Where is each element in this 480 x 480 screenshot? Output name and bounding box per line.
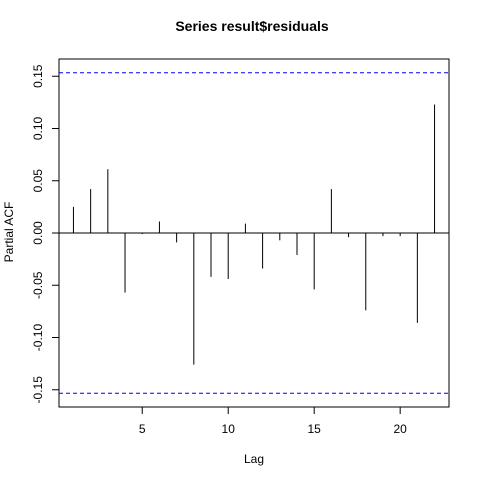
x-axis-label: Lag [244, 452, 264, 466]
x-tick-label: 20 [393, 422, 407, 436]
y-tick-label: -0.15 [31, 376, 45, 404]
x-axis: 5 10 15 20 [139, 406, 407, 436]
x-tick-label: 10 [222, 422, 236, 436]
y-tick-label: 0.00 [31, 221, 45, 245]
y-tick-label: 0.15 [31, 64, 45, 88]
x-tick-label: 5 [139, 422, 146, 436]
y-axis-label: Partial ACF [2, 202, 16, 263]
y-tick-label: 0.10 [31, 116, 45, 140]
y-tick-label: 0.05 [31, 169, 45, 193]
y-tick-label: -0.05 [31, 271, 45, 299]
x-tick-label: 15 [308, 422, 322, 436]
y-axis: -0.15 -0.10 -0.05 0.00 0.05 0.10 0.15 [31, 64, 60, 404]
plot-marks [59, 72, 449, 394]
chart-title: Series result$residuals [175, 18, 329, 34]
y-tick-label: -0.10 [31, 324, 45, 352]
